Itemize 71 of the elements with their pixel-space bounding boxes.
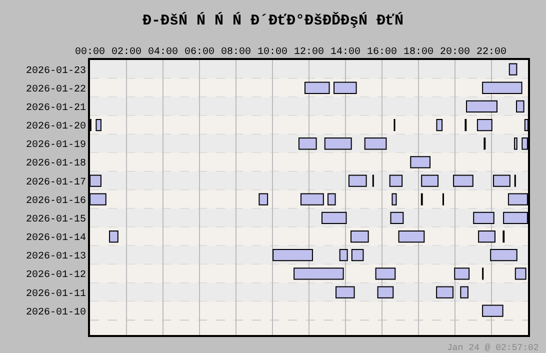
bar xyxy=(482,304,504,317)
bar xyxy=(324,138,352,150)
bar xyxy=(348,174,367,187)
y-tick-label: 2026-01-18 xyxy=(26,158,86,170)
bar xyxy=(421,174,439,187)
y-tick-label: 2026-01-10 xyxy=(26,307,86,318)
bar xyxy=(482,82,522,94)
bar xyxy=(364,138,387,150)
bar xyxy=(109,230,118,243)
bar xyxy=(300,193,324,206)
bar xyxy=(453,174,474,187)
bar xyxy=(327,193,336,206)
bar xyxy=(454,268,470,280)
bar xyxy=(272,249,313,262)
bar xyxy=(493,174,510,187)
bar xyxy=(514,268,526,280)
bar xyxy=(392,193,397,206)
bar xyxy=(258,193,268,206)
x-tick-label: 08:00 xyxy=(220,47,252,58)
x-tick-label: 18:00 xyxy=(403,47,434,58)
bar xyxy=(460,286,468,298)
y-tick-label: 2026-01-19 xyxy=(26,140,86,152)
bar xyxy=(410,156,430,168)
y-tick-label: 2026-01-22 xyxy=(26,84,86,96)
bar xyxy=(377,286,394,298)
bar xyxy=(398,230,425,243)
x-tick-label: 02:00 xyxy=(111,47,142,58)
x-tick-label: 00:00 xyxy=(74,47,106,58)
y-tick-label: 2026-01-12 xyxy=(26,270,86,282)
x-tick-label: 14:00 xyxy=(330,47,361,58)
x-tick-label: 20:00 xyxy=(440,47,470,58)
bar xyxy=(351,249,364,262)
bar xyxy=(466,100,498,113)
bar xyxy=(436,118,443,132)
bar xyxy=(389,174,403,187)
bar xyxy=(339,249,348,262)
x-tick-label: 22:00 xyxy=(476,47,507,58)
text: Jan 24 @ 02:57:02 xyxy=(447,343,539,353)
y-tick-label: 2026-01-21 xyxy=(26,102,86,114)
y-tick-label: 2026-01-17 xyxy=(26,177,86,188)
y-tick-label: 2026-01-15 xyxy=(26,214,86,226)
y-tick-label: 2026-01-23 xyxy=(26,66,86,77)
bar xyxy=(478,230,496,243)
bar xyxy=(298,138,317,150)
bar xyxy=(294,268,344,280)
y-tick-label: 2026-01-11 xyxy=(26,288,86,300)
x-tick-label: 16:00 xyxy=(366,47,398,58)
y-tick-label: 2026-01-20 xyxy=(26,122,86,133)
x-tick-label: 04:00 xyxy=(148,47,178,58)
x-tick-label: 06:00 xyxy=(184,47,215,58)
y-tick-label: 2026-01-13 xyxy=(26,252,86,263)
bar xyxy=(473,212,494,224)
bar xyxy=(334,82,357,94)
bar xyxy=(514,138,518,150)
y-tick-label: 2026-01-14 xyxy=(26,233,86,244)
y-tick-label: 2026-01-16 xyxy=(26,196,86,207)
bar xyxy=(476,118,492,132)
bar xyxy=(96,118,102,132)
bar xyxy=(508,63,518,76)
x-tick-label: 12:00 xyxy=(294,47,324,58)
bar xyxy=(375,268,396,280)
bar xyxy=(304,82,330,94)
bar xyxy=(350,230,369,243)
bar xyxy=(516,100,524,113)
bar xyxy=(436,286,454,298)
bar xyxy=(490,249,518,262)
x-tick-label: 10:00 xyxy=(257,47,288,58)
bar xyxy=(321,212,347,224)
bar xyxy=(390,212,404,224)
chart-title: Ð-ÐšŃ Ń Ń Ń Ð´ÐťÐ°ÐšÐĎÐşŃ ÐťŃ xyxy=(142,12,404,30)
bar xyxy=(336,286,355,298)
